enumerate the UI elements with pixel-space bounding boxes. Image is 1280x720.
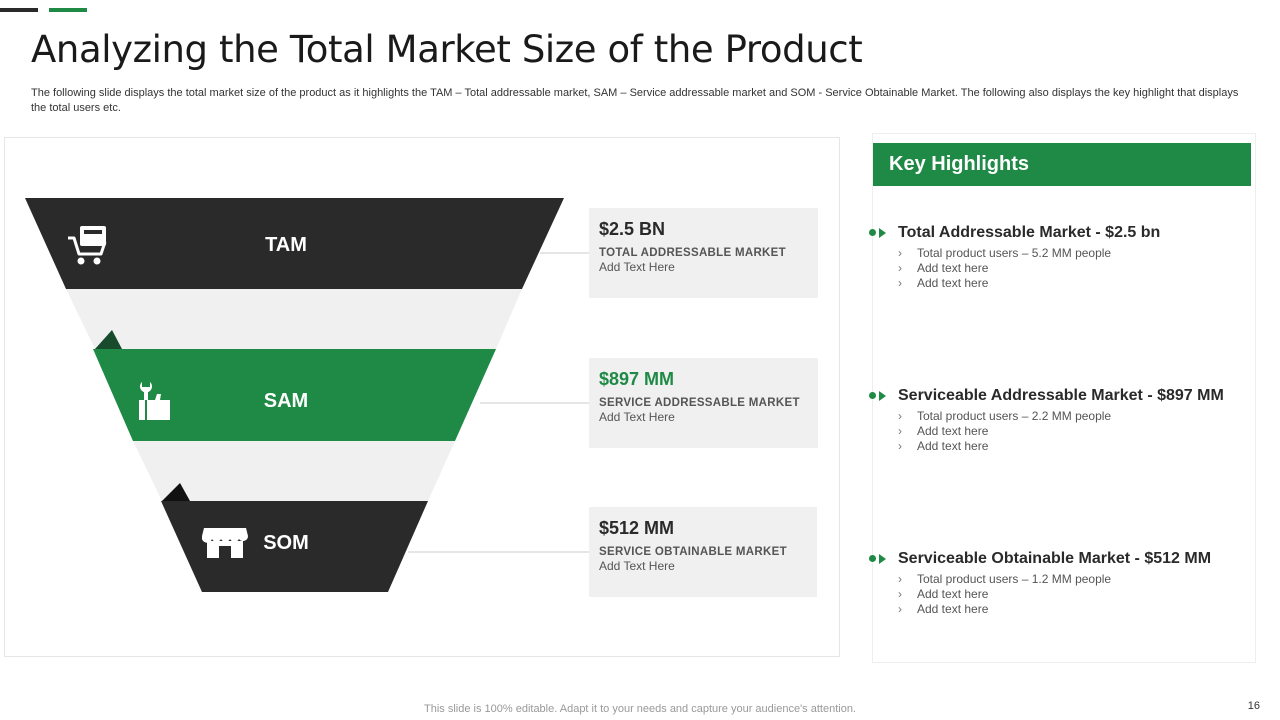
- highlight-title: Serviceable Addressable Market - $897 MM: [898, 387, 1224, 404]
- highlight-point: › Add text here: [898, 602, 989, 616]
- chevron-right-icon: ›: [898, 246, 902, 260]
- highlight-item: Serviceable Addressable Market - $897 MM…: [868, 387, 1248, 454]
- value-amount: $897 MM: [599, 369, 675, 389]
- value-subtext: Add Text Here: [599, 260, 675, 274]
- highlights-title: Key Highlights: [889, 153, 1030, 175]
- bullet-icon: [868, 226, 894, 240]
- value-caption: SERVICE OBTAINABLE MARKET: [599, 546, 787, 558]
- highlight-point: › Total product users – 1.2 MM people: [898, 572, 1112, 586]
- chevron-right-icon: ›: [898, 276, 902, 290]
- chevron-right-icon: ›: [898, 424, 902, 438]
- funnel-fold-sam: [95, 330, 122, 349]
- bullet-icon: [868, 552, 894, 566]
- highlight-item: Total Addressable Market - $2.5 bn › Tota…: [868, 224, 1248, 291]
- funnel-label-sam: SAM: [263, 390, 309, 412]
- value-caption: TOTAL ADDRESSABLE MARKET: [599, 247, 786, 259]
- highlight-point: › Add text here: [898, 261, 989, 275]
- chevron-right-icon: ›: [898, 439, 902, 453]
- value-amount: $512 MM: [599, 518, 675, 538]
- highlights-header: [873, 143, 1251, 186]
- highlights-header-edge: [1247, 143, 1251, 186]
- slide-footer: This slide is 100% editable. Adapt it to…: [424, 703, 856, 715]
- highlight-point: › Add text here: [898, 439, 989, 453]
- value-subtext: Add Text Here: [599, 410, 675, 424]
- page-number: 16: [1247, 700, 1260, 712]
- funnel-label-som: SOM: [263, 532, 309, 554]
- slide-title: Analyzing the Total Market Size of the P…: [31, 28, 863, 71]
- funnel-level-tam: [25, 198, 564, 289]
- value-caption: SERVICE ADDRESSABLE MARKET: [599, 397, 800, 409]
- highlight-point: › Add text here: [898, 587, 989, 601]
- accent-bar-green: [49, 8, 87, 12]
- highlight-point: › Total product users – 2.2 MM people: [898, 409, 1112, 423]
- slide-description: The following slide displays the total m…: [31, 87, 1239, 114]
- value-box-som: $512 MM SERVICE OBTAINABLE MARKET Add Te…: [589, 507, 817, 597]
- shopping-cart-icon: [68, 226, 107, 265]
- highlight-title: Total Addressable Market - $2.5 bn: [898, 224, 1161, 241]
- funnel-level-som: [161, 501, 428, 592]
- funnel-band-2: [133, 441, 455, 501]
- bullet-icon: [868, 389, 894, 403]
- highlight-point: › Add text here: [898, 276, 989, 290]
- value-box-tam: $2.5 BN TOTAL ADDRESSABLE MARKET Add Tex…: [589, 208, 818, 298]
- chevron-right-icon: ›: [898, 409, 902, 423]
- chevron-right-icon: ›: [898, 587, 902, 601]
- chevron-right-icon: ›: [898, 572, 902, 586]
- value-subtext: Add Text Here: [599, 559, 675, 573]
- highlight-item: Serviceable Obtainable Market - $512 MM …: [868, 550, 1248, 617]
- value-box-sam: $897 MM SERVICE ADDRESSABLE MARKET Add T…: [589, 358, 818, 448]
- funnel-panel: [4, 137, 840, 657]
- highlight-point: › Total product users – 5.2 MM people: [898, 246, 1112, 260]
- storefront-icon: [202, 528, 248, 558]
- chevron-right-icon: ›: [898, 602, 902, 616]
- funnel-graphic: [25, 198, 590, 592]
- accent-bar-dark: [0, 8, 38, 12]
- thumbs-up-wrench-icon: [139, 382, 170, 420]
- value-amount: $2.5 BN: [599, 219, 666, 239]
- highlight-title: Serviceable Obtainable Market - $512 MM: [898, 550, 1212, 567]
- funnel-label-tam: TAM: [265, 234, 307, 256]
- chevron-right-icon: ›: [898, 261, 902, 275]
- funnel-band-1: [66, 289, 522, 349]
- highlight-point: › Add text here: [898, 424, 989, 438]
- funnel-fold-som: [162, 483, 190, 501]
- funnel-level-sam: [93, 349, 496, 441]
